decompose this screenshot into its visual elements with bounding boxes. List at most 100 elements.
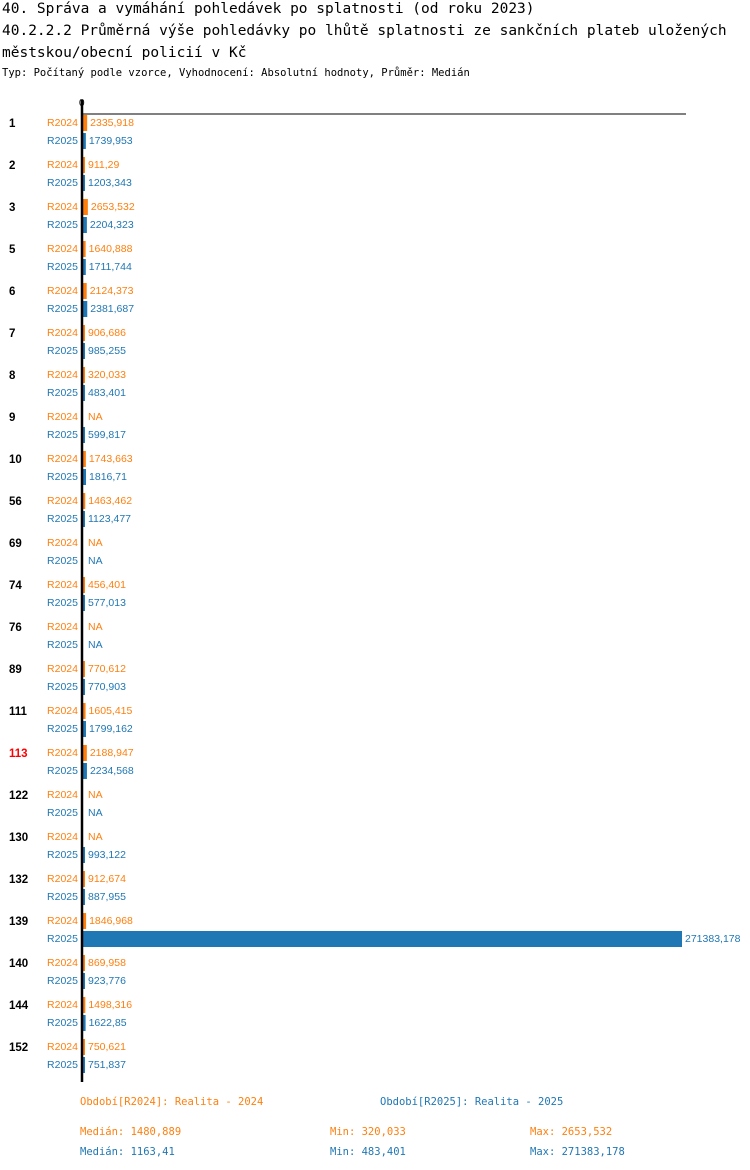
series-label-r2025: R2025 <box>47 1017 78 1029</box>
series-label-r2024: R2024 <box>47 999 78 1011</box>
series-label-r2024: R2024 <box>47 621 78 633</box>
data-label: 911,29 <box>88 159 119 171</box>
data-label: 320,033 <box>88 369 126 381</box>
data-label: 770,612 <box>88 663 126 675</box>
bar-r2024 <box>82 955 85 971</box>
data-label: 1640,888 <box>89 243 133 255</box>
data-label: 1846,968 <box>89 915 133 927</box>
bar-r2024 <box>82 451 86 467</box>
data-label: 993,122 <box>88 849 126 861</box>
bar-r2025 <box>82 469 87 485</box>
data-label: 2335,918 <box>90 117 134 129</box>
data-label: 1799,162 <box>89 723 133 735</box>
data-label: 985,255 <box>88 345 126 357</box>
data-label: 1463,462 <box>88 495 132 507</box>
series-label-r2025: R2025 <box>47 597 78 609</box>
bar-r2025 <box>82 343 85 359</box>
bar-r2025 <box>82 217 87 233</box>
data-label: NA <box>88 621 103 633</box>
bar-r2025 <box>82 721 86 737</box>
data-label: 869,958 <box>88 957 126 969</box>
series-label-r2025: R2025 <box>47 471 78 483</box>
bar-chart: 01R20242335,918R20251739,9532R2024911,29… <box>9 98 741 1082</box>
series-label-r2025: R2025 <box>47 681 78 693</box>
series-label-r2025: R2025 <box>47 135 78 147</box>
series-label-r2025: R2025 <box>47 891 78 903</box>
bar-r2024 <box>82 241 86 257</box>
bar-r2025 <box>82 889 85 905</box>
category-label: 76 <box>9 622 22 634</box>
data-label: 1739,953 <box>89 135 133 147</box>
series-label-r2025: R2025 <box>47 387 78 399</box>
data-label: 770,903 <box>88 681 126 693</box>
stat-max-r2025: Max: 271383,178 <box>530 1146 625 1158</box>
category-label: 152 <box>9 1042 28 1054</box>
indicator-meta: Typ: Počítaný podle vzorce, Vyhodnocení:… <box>2 67 470 79</box>
series-label-r2025: R2025 <box>47 765 78 777</box>
stat-max-r2024: Max: 2653,532 <box>530 1126 613 1138</box>
series-label-r2024: R2024 <box>47 579 78 591</box>
series-label-r2024: R2024 <box>47 957 78 969</box>
series-label-r2024: R2024 <box>47 705 78 717</box>
bar-r2024 <box>82 703 86 719</box>
data-label: 1816,71 <box>89 471 127 483</box>
data-label: 483,401 <box>88 387 126 399</box>
data-label: 912,674 <box>88 873 126 885</box>
category-label: 9 <box>9 412 15 424</box>
stat-min-r2025: Min: 483,401 <box>330 1146 406 1158</box>
data-label: 1123,477 <box>88 513 131 525</box>
stat-min-r2024: Min: 320,033 <box>330 1126 406 1138</box>
series-label-r2024: R2024 <box>47 369 78 381</box>
bar-r2025 <box>82 259 86 275</box>
series-label-r2025: R2025 <box>47 555 78 567</box>
category-label: 69 <box>9 538 22 550</box>
bar-r2025 <box>82 301 88 317</box>
category-label: 89 <box>9 664 22 676</box>
data-label: NA <box>88 639 103 651</box>
series-label-r2024: R2024 <box>47 915 78 927</box>
series-label-r2024: R2024 <box>47 327 78 339</box>
series-label-r2025: R2025 <box>47 219 78 231</box>
bar-r2025 <box>82 763 87 779</box>
series-label-r2025: R2025 <box>47 429 78 441</box>
series-label-r2025: R2025 <box>47 933 78 945</box>
series-label-r2024: R2024 <box>47 453 78 465</box>
data-label: 906,686 <box>88 327 126 339</box>
bar-r2024 <box>82 745 87 761</box>
series-label-r2024: R2024 <box>47 873 78 885</box>
series-label-r2025: R2025 <box>47 177 78 189</box>
category-label: 6 <box>9 286 15 298</box>
bar-r2024 <box>82 283 87 299</box>
bar-r2025 <box>82 973 85 989</box>
series-label-r2025: R2025 <box>47 513 78 525</box>
page-title: 40. Správa a vymáhání pohledávek po spla… <box>2 1 535 17</box>
bar-r2024 <box>82 577 85 593</box>
category-label: 8 <box>9 370 16 382</box>
data-label: 1203,343 <box>88 177 132 189</box>
data-label: 1605,415 <box>89 705 133 717</box>
data-label: 750,621 <box>88 1041 126 1053</box>
data-label: NA <box>88 555 103 567</box>
bar-r2024 <box>82 913 87 929</box>
data-label: NA <box>88 537 103 549</box>
bar-r2025 <box>82 511 85 527</box>
series-label-r2024: R2024 <box>47 243 78 255</box>
data-label: 1711,744 <box>89 261 132 273</box>
category-label: 113 <box>9 748 28 760</box>
bar-r2024 <box>82 325 85 341</box>
data-label: NA <box>88 831 103 843</box>
data-label: 456,401 <box>88 579 126 591</box>
category-label: 144 <box>9 1000 29 1012</box>
category-label: 139 <box>9 916 28 928</box>
legend-r2024: Období[R2024]: Realita - 2024 <box>80 1096 264 1108</box>
bar-r2025 <box>82 175 85 191</box>
series-label-r2025: R2025 <box>47 1059 78 1071</box>
stat-median-r2024: Medián: 1480,889 <box>80 1126 182 1138</box>
category-label: 1 <box>9 118 16 130</box>
stat-median-r2025: Medián: 1163,41 <box>80 1146 175 1158</box>
bar-r2024 <box>82 661 85 677</box>
data-label: 2381,687 <box>90 303 134 315</box>
series-label-r2025: R2025 <box>47 261 78 273</box>
bar-r2025 <box>82 847 85 863</box>
data-label: 1743,663 <box>89 453 133 465</box>
